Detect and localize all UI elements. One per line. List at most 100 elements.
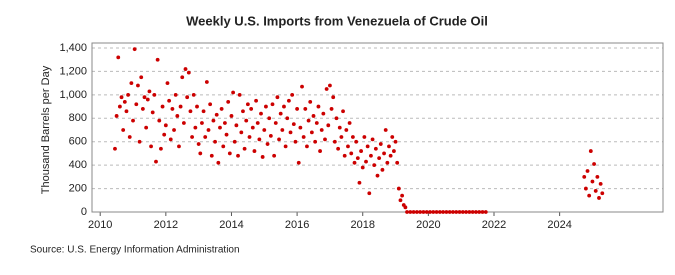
data-point bbox=[467, 210, 472, 214]
data-point bbox=[188, 109, 193, 114]
data-point bbox=[369, 153, 373, 158]
data-point bbox=[293, 139, 298, 144]
data-point bbox=[211, 118, 216, 123]
data-point bbox=[364, 159, 368, 164]
data-point bbox=[126, 92, 130, 97]
data-point bbox=[319, 128, 324, 132]
data-point bbox=[382, 151, 386, 156]
data-point bbox=[437, 210, 442, 214]
data-point bbox=[264, 104, 268, 109]
data-point bbox=[278, 111, 283, 116]
data-point bbox=[593, 189, 598, 193]
data-point bbox=[241, 109, 245, 114]
data-point bbox=[477, 210, 482, 214]
data-point bbox=[311, 114, 316, 118]
data-point bbox=[244, 118, 249, 123]
data-point bbox=[408, 210, 413, 214]
data-point bbox=[121, 128, 126, 132]
data-point bbox=[428, 210, 432, 214]
data-point bbox=[360, 165, 365, 170]
chart-title: Weekly U.S. Imports from Venezuela of Cr… bbox=[186, 13, 488, 28]
data-point bbox=[375, 173, 380, 178]
data-point bbox=[200, 121, 204, 125]
x-tick-label: 2016 bbox=[285, 219, 309, 231]
data-point bbox=[403, 205, 408, 210]
data-point bbox=[339, 135, 344, 139]
data-point bbox=[137, 139, 142, 144]
data-point bbox=[167, 98, 172, 103]
data-point bbox=[159, 146, 163, 151]
data-point bbox=[237, 92, 242, 97]
data-point bbox=[385, 160, 390, 165]
data-point bbox=[431, 210, 436, 214]
data-point bbox=[275, 95, 280, 100]
x-tick-label: 2018 bbox=[350, 219, 374, 231]
data-point bbox=[226, 99, 231, 104]
data-point bbox=[370, 137, 375, 142]
data-point bbox=[587, 193, 592, 198]
data-point bbox=[400, 193, 405, 198]
data-point bbox=[203, 135, 208, 139]
data-point bbox=[232, 139, 237, 144]
data-point bbox=[380, 167, 385, 172]
data-point bbox=[483, 210, 488, 214]
x-tick-label: 2012 bbox=[154, 219, 178, 231]
data-point bbox=[245, 102, 250, 107]
data-point bbox=[119, 95, 124, 100]
data-point bbox=[390, 135, 395, 139]
data-point bbox=[191, 92, 196, 97]
data-point bbox=[414, 210, 419, 214]
data-point bbox=[265, 142, 270, 146]
data-point bbox=[160, 104, 165, 109]
data-point bbox=[295, 107, 300, 111]
data-point bbox=[357, 180, 362, 185]
data-point bbox=[283, 144, 288, 149]
y-tick-label: 200 bbox=[69, 182, 87, 194]
y-tick-label: 600 bbox=[69, 136, 87, 148]
y-tick-label: 1,200 bbox=[59, 65, 87, 77]
data-point bbox=[142, 95, 147, 100]
data-point bbox=[134, 102, 139, 107]
data-point bbox=[273, 121, 278, 125]
data-point bbox=[296, 160, 301, 165]
data-point bbox=[595, 174, 600, 179]
data-point bbox=[342, 153, 347, 158]
data-point bbox=[405, 210, 409, 214]
data-point bbox=[136, 83, 140, 88]
data-point bbox=[204, 80, 209, 84]
data-point bbox=[598, 181, 603, 186]
data-point bbox=[172, 128, 176, 132]
source-note: Source: U.S. Energy Information Administ… bbox=[30, 245, 240, 256]
y-tick-label: 1,000 bbox=[59, 89, 87, 101]
data-point bbox=[247, 135, 252, 139]
data-point bbox=[347, 121, 352, 125]
data-point bbox=[350, 135, 355, 139]
data-point bbox=[270, 102, 275, 107]
y-tick-label: 400 bbox=[69, 159, 87, 171]
data-point bbox=[457, 210, 462, 214]
data-point bbox=[254, 98, 258, 103]
data-point bbox=[165, 81, 170, 86]
data-point bbox=[140, 107, 145, 111]
data-point bbox=[332, 139, 337, 144]
data-point bbox=[393, 139, 398, 144]
data-point bbox=[216, 160, 221, 165]
plot-frame bbox=[91, 42, 664, 213]
data-point bbox=[421, 210, 426, 214]
data-point bbox=[257, 137, 262, 142]
data-point bbox=[470, 210, 475, 214]
data-point bbox=[306, 118, 311, 123]
data-point bbox=[316, 104, 321, 109]
data-point bbox=[250, 125, 255, 130]
data-point bbox=[411, 210, 416, 214]
data-point bbox=[590, 179, 595, 184]
y-tick-label: 800 bbox=[69, 112, 87, 124]
data-point bbox=[170, 107, 175, 111]
data-point bbox=[474, 210, 478, 214]
data-point bbox=[193, 125, 198, 130]
data-point bbox=[195, 104, 199, 109]
data-point bbox=[323, 137, 327, 142]
data-point bbox=[149, 144, 153, 149]
data-point bbox=[585, 169, 590, 173]
data-point bbox=[239, 130, 244, 135]
